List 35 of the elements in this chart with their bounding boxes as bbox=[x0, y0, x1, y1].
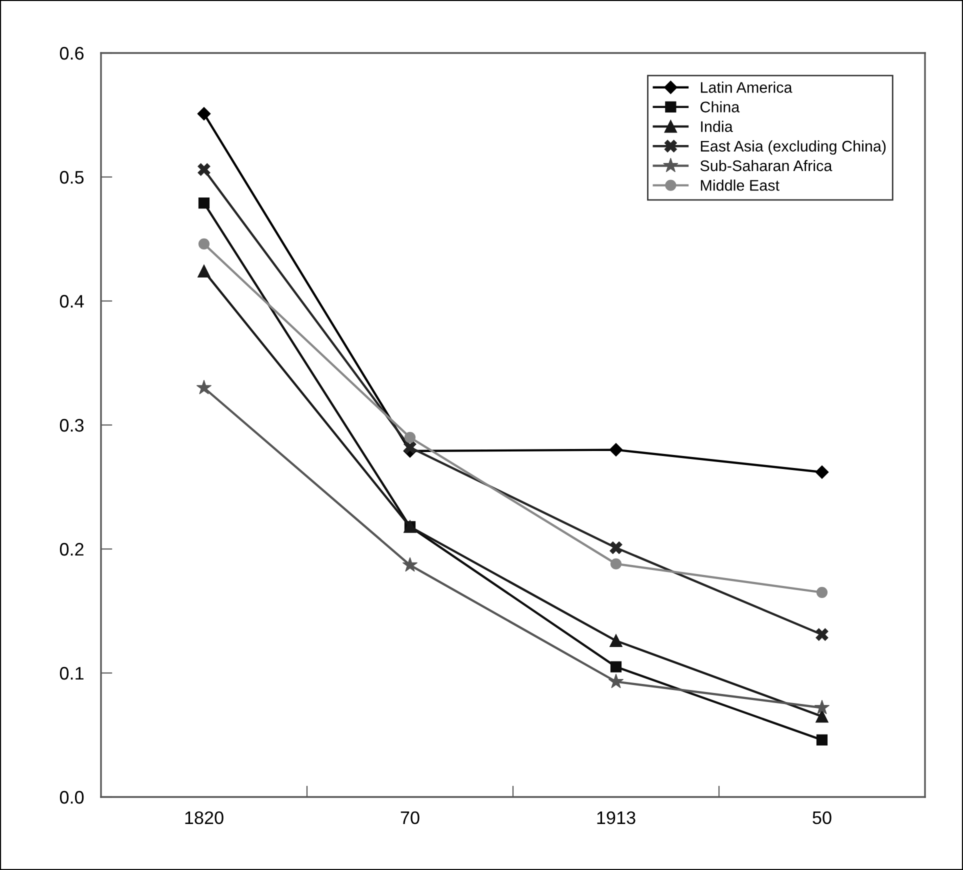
x-tick-label: 50 bbox=[812, 811, 832, 824]
point bbox=[816, 710, 828, 723]
y-tick-label: 0.3 bbox=[60, 418, 84, 432]
point bbox=[816, 734, 828, 746]
point bbox=[610, 634, 622, 648]
point bbox=[610, 558, 622, 570]
point bbox=[610, 661, 622, 672]
legend-label: East Asia (excluding China) bbox=[700, 140, 886, 155]
point bbox=[608, 674, 624, 688]
y-tick-label: 0.6 bbox=[60, 46, 84, 60]
point bbox=[814, 700, 830, 714]
legend-label: Latin America bbox=[700, 82, 792, 93]
y-tick-label: 0.0 bbox=[60, 790, 84, 804]
y-tick-label: 0.1 bbox=[60, 666, 84, 680]
point bbox=[609, 443, 623, 456]
x-tick-label: 70 bbox=[400, 811, 420, 824]
point bbox=[197, 107, 211, 120]
x-tick-label: 1820 bbox=[185, 811, 224, 824]
legend-label: Middle East bbox=[700, 180, 780, 191]
point bbox=[404, 432, 416, 443]
point bbox=[198, 163, 210, 176]
legend-label: India bbox=[701, 120, 733, 132]
x-tick-label: 1913 bbox=[597, 811, 636, 824]
point bbox=[815, 466, 829, 479]
legend-label: Sub-Saharan Africa bbox=[700, 160, 832, 172]
point bbox=[198, 264, 210, 278]
point bbox=[196, 380, 212, 394]
y-tick-label: 0.4 bbox=[60, 294, 84, 308]
legend-label: China bbox=[700, 101, 740, 112]
y-tick-label: 0.5 bbox=[60, 170, 84, 184]
point bbox=[198, 197, 210, 209]
y-tick-label: 0.2 bbox=[60, 542, 84, 556]
point bbox=[402, 557, 418, 572]
point bbox=[198, 238, 210, 250]
point bbox=[816, 586, 828, 598]
